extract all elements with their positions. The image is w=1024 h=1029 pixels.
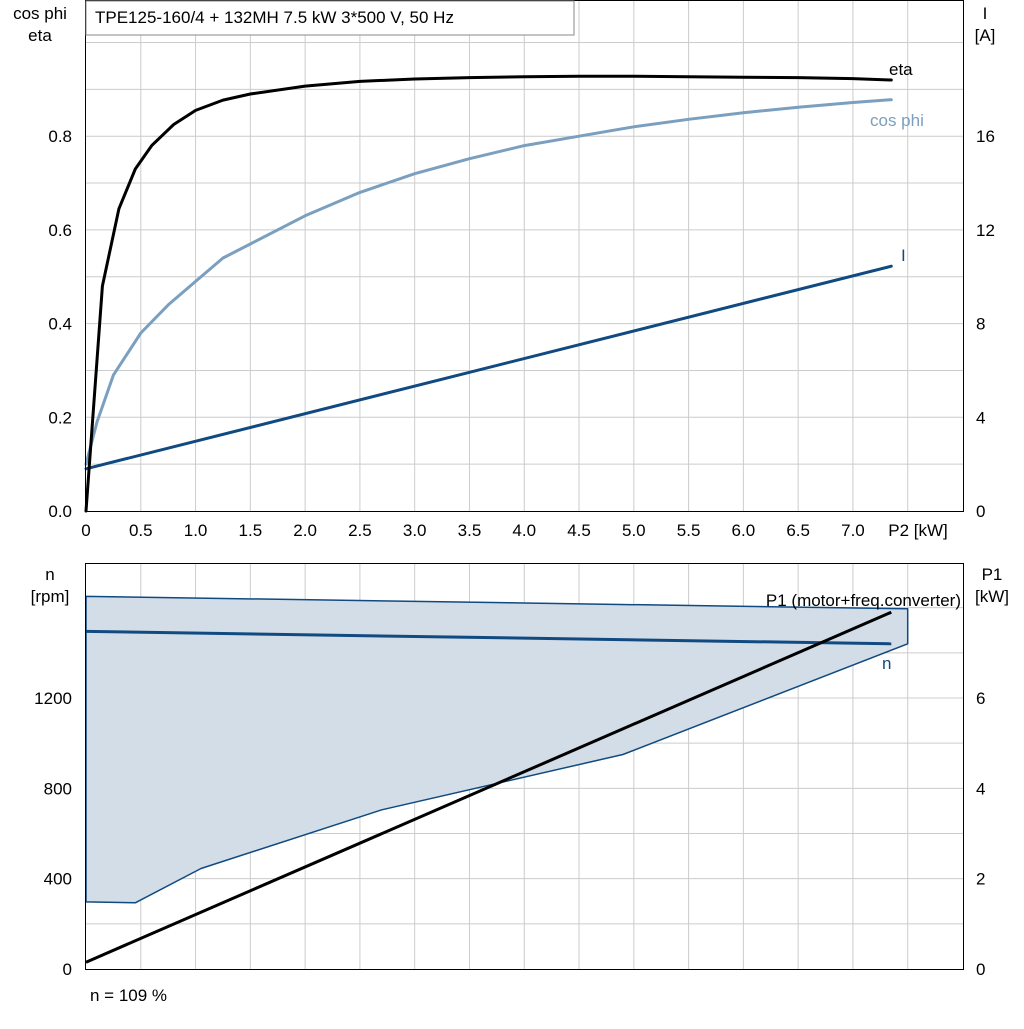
y-right-tick-label: 0 — [976, 502, 985, 521]
y-right-tick-label: 6 — [976, 689, 985, 708]
y-left-tick-label: 0 — [63, 960, 72, 979]
y-left-tick-label: 0.6 — [48, 221, 72, 240]
y-right-tick-label: 2 — [976, 870, 985, 889]
x-tick-label: 6.5 — [786, 521, 810, 540]
y-right-label-i: I — [983, 4, 988, 23]
x-tick-label: 5.0 — [622, 521, 646, 540]
y-left-tick-label: 400 — [44, 870, 72, 889]
x-tick-label: 1.5 — [239, 521, 263, 540]
y-right-tick-label: 8 — [976, 315, 985, 334]
y-left-tick-label: 0.4 — [48, 315, 72, 334]
x-tick-label: 0 — [81, 521, 90, 540]
x-axis-label-top: P2 [kW] — [888, 521, 948, 540]
series-label-cos-phi: cos phi — [870, 111, 924, 130]
speed-line — [85, 629, 892, 646]
x-tick-label: 3.0 — [403, 521, 427, 540]
y-right-tick-label: 0 — [976, 960, 985, 979]
y-right-tick-label: 12 — [976, 221, 995, 240]
bottom-series — [85, 595, 909, 964]
y-left-tick-label: 800 — [44, 779, 72, 798]
x-tick-label: 7.0 — [841, 521, 865, 540]
x-tick-label: 5.5 — [677, 521, 701, 540]
series-label-speed: n — [882, 654, 891, 673]
y-left-label-n: n — [45, 565, 54, 584]
bottom-tick-labels: 0 400 800 1200 0 2 4 6 — [34, 689, 985, 979]
top-series — [84, 74, 893, 513]
x-tick-label: 4.5 — [567, 521, 591, 540]
top-tick-labels: 0 0.5 1.0 1.5 2.0 2.5 3.0 3.5 4.0 4.5 5.0 5.5 6.0 6.5… — [48, 127, 995, 540]
x-tick-label: 2.5 — [348, 521, 372, 540]
x-tick-label: 2.0 — [293, 521, 317, 540]
y-right-tick-label: 4 — [976, 408, 985, 427]
x-tick-label: 4.0 — [512, 521, 536, 540]
title-box — [85, 0, 575, 36]
y-left-tick-label: 0.0 — [48, 502, 72, 521]
x-tick-label: 6.0 — [732, 521, 756, 540]
y-right-label-p1: P1 — [982, 565, 1003, 584]
operating-area — [85, 595, 909, 904]
y-right-label-unit-a: [A] — [975, 26, 996, 45]
top-chart: 0 0.5 1.0 1.5 2.0 2.5 3.0 3.5 4.0 4.5 5.0 5.5 6.0 6.5… — [13, 0, 996, 540]
y-left-label-eta: eta — [28, 26, 52, 45]
y-left-label-unit-rpm: [rpm] — [31, 587, 70, 606]
top-grid — [86, 1, 963, 511]
y-right-tick-label: 16 — [976, 127, 995, 146]
chart-title: TPE125-160/4 + 132MH 7.5 kW 3*500 V, 50 … — [95, 8, 454, 27]
eta-curve — [84, 74, 893, 513]
series-label-p1: P1 (motor+freq.converter) — [766, 591, 961, 610]
y-right-tick-label: 4 — [976, 779, 985, 798]
y-left-tick-label: 1200 — [34, 689, 72, 708]
current-line — [84, 264, 893, 471]
bottom-chart: 0 400 800 1200 0 2 4 6 n [rpm] P1 [kW] P1 (moto… — [31, 563, 1009, 979]
footnote-speed-percent: n = 109 % — [90, 986, 167, 1005]
series-label-current: I — [901, 246, 906, 265]
series-label-eta: eta — [889, 60, 913, 79]
bottom-plot-frame — [85, 563, 964, 970]
x-tick-label: 3.5 — [458, 521, 482, 540]
cos-phi-curve — [84, 98, 893, 466]
y-right-label-unit-kw: [kW] — [975, 587, 1009, 606]
y-left-tick-label: 0.2 — [48, 408, 72, 427]
y-left-label-cos-phi: cos phi — [13, 4, 67, 23]
p1-line — [85, 610, 892, 964]
x-tick-label: 0.5 — [129, 521, 153, 540]
x-tick-label: 1.0 — [184, 521, 208, 540]
y-left-tick-label: 0.8 — [48, 127, 72, 146]
